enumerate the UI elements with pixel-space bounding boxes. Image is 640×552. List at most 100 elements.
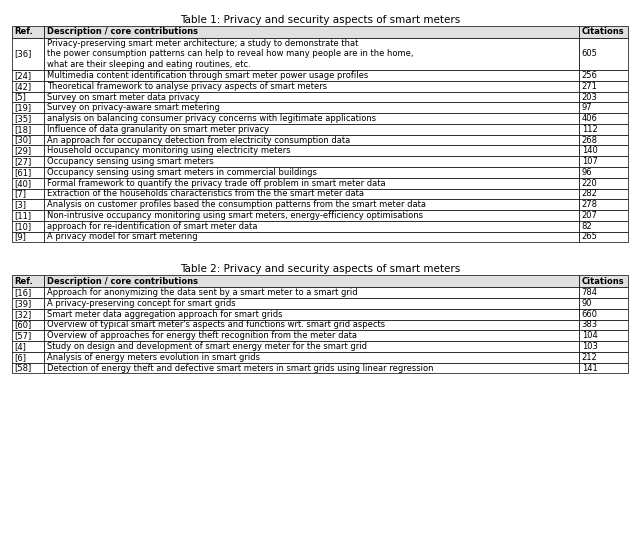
Text: [4]: [4] [14, 342, 26, 351]
Bar [12, 363, 44, 373]
Bar [12, 199, 44, 210]
Text: 220: 220 [582, 179, 597, 188]
Text: Theoretical framework to analyse privacy aspects of smart meters: Theoretical framework to analyse privacy… [47, 82, 327, 91]
Text: [24]: [24] [14, 71, 31, 80]
Text: Citations: Citations [582, 28, 624, 36]
Bar [44, 38, 579, 70]
Text: [9]: [9] [14, 232, 26, 241]
Bar [579, 287, 628, 298]
Text: 268: 268 [582, 136, 598, 145]
Bar [579, 92, 628, 102]
Text: 265: 265 [582, 232, 598, 241]
Bar [579, 70, 628, 81]
Bar [44, 102, 579, 113]
Bar [579, 178, 628, 188]
Text: 82: 82 [582, 222, 592, 231]
Bar [579, 330, 628, 341]
Text: [39]: [39] [14, 299, 31, 308]
Text: 103: 103 [582, 342, 598, 351]
Text: Extraction of the households characteristics from the the smart meter data: Extraction of the households characteris… [47, 189, 364, 198]
Text: [57]: [57] [14, 331, 31, 340]
Text: Analysis of energy meters evolution in smart grids: Analysis of energy meters evolution in s… [47, 353, 260, 362]
Text: Smart meter data aggregation approach for smart grids: Smart meter data aggregation approach fo… [47, 310, 282, 319]
Text: Influence of data granularity on smart meter privacy: Influence of data granularity on smart m… [47, 125, 269, 134]
Text: Overview of typical smart meter's aspects and functions wrt. smart grid aspects: Overview of typical smart meter's aspect… [47, 321, 385, 330]
Bar [579, 124, 628, 135]
Bar [579, 135, 628, 145]
Text: Table 2: Privacy and security aspects of smart meters: Table 2: Privacy and security aspects of… [180, 264, 460, 274]
Bar [579, 341, 628, 352]
Text: Household occupancy monitoring using electricity meters: Household occupancy monitoring using ele… [47, 146, 291, 155]
Bar [12, 124, 44, 135]
Bar [12, 167, 44, 178]
Text: Overview of approaches for energy theft recognition from the meter data: Overview of approaches for energy theft … [47, 331, 356, 340]
Text: 784: 784 [582, 288, 598, 297]
Text: approach for re-identification of smart meter data: approach for re-identification of smart … [47, 222, 257, 231]
Text: Description / core contributions: Description / core contributions [47, 28, 198, 36]
Text: [7]: [7] [14, 189, 26, 198]
Text: [5]: [5] [14, 93, 26, 102]
Text: Non-intrusive occupancy monitoring using smart meters, energy-efficiency optimis: Non-intrusive occupancy monitoring using… [47, 211, 423, 220]
Text: [3]: [3] [14, 200, 26, 209]
Text: [27]: [27] [14, 157, 31, 166]
Bar [12, 221, 44, 231]
Bar [12, 113, 44, 124]
Bar [44, 210, 579, 221]
Text: [10]: [10] [14, 222, 31, 231]
Text: Occupancy sensing using smart meters: Occupancy sensing using smart meters [47, 157, 214, 166]
Text: Survey on smart meter data privacy: Survey on smart meter data privacy [47, 93, 200, 102]
Bar [44, 81, 579, 92]
Bar [579, 113, 628, 124]
Bar [12, 26, 44, 38]
Bar [579, 210, 628, 221]
Text: Privacy-preserving smart meter architecture; a study to demonstrate that: Privacy-preserving smart meter architect… [47, 39, 358, 47]
Text: Ref.: Ref. [14, 28, 33, 36]
Bar [44, 124, 579, 135]
Bar [12, 135, 44, 145]
Text: Study on design and development of smart energy meter for the smart grid: Study on design and development of smart… [47, 342, 367, 351]
Text: 271: 271 [582, 82, 598, 91]
Bar [44, 341, 579, 352]
Text: [29]: [29] [14, 146, 31, 155]
Text: 141: 141 [582, 364, 597, 373]
Bar [12, 330, 44, 341]
Bar [44, 330, 579, 341]
Bar [12, 352, 44, 363]
Bar [12, 81, 44, 92]
Text: 107: 107 [582, 157, 598, 166]
Bar [12, 145, 44, 156]
Text: Occupancy sensing using smart meters in commercial buildings: Occupancy sensing using smart meters in … [47, 168, 317, 177]
Bar [44, 92, 579, 102]
Text: A privacy model for smart metering: A privacy model for smart metering [47, 232, 197, 241]
Text: Formal framework to quantify the privacy trade off problem in smart meter data: Formal framework to quantify the privacy… [47, 179, 385, 188]
Bar [44, 188, 579, 199]
Bar [579, 167, 628, 178]
Bar [12, 38, 44, 70]
Bar [44, 363, 579, 373]
Text: 256: 256 [582, 71, 598, 80]
Text: Citations: Citations [582, 277, 624, 286]
Bar [579, 38, 628, 70]
Bar [12, 102, 44, 113]
Bar [12, 70, 44, 81]
Bar [44, 113, 579, 124]
Text: [6]: [6] [14, 353, 26, 362]
Bar [44, 156, 579, 167]
Text: [61]: [61] [14, 168, 31, 177]
Text: Analysis on customer profiles based the consumption patterns from the smart mete: Analysis on customer profiles based the … [47, 200, 426, 209]
Bar [579, 188, 628, 199]
Bar [579, 81, 628, 92]
Text: Description / core contributions: Description / core contributions [47, 277, 198, 286]
Bar [579, 320, 628, 330]
Bar [579, 26, 628, 38]
Bar [44, 199, 579, 210]
Bar [44, 287, 579, 298]
Text: [60]: [60] [14, 321, 31, 330]
Text: [19]: [19] [14, 103, 31, 112]
Bar [44, 275, 579, 287]
Bar [12, 156, 44, 167]
Text: [40]: [40] [14, 179, 31, 188]
Text: 605: 605 [582, 50, 598, 59]
Bar [12, 188, 44, 199]
Text: 203: 203 [582, 93, 598, 102]
